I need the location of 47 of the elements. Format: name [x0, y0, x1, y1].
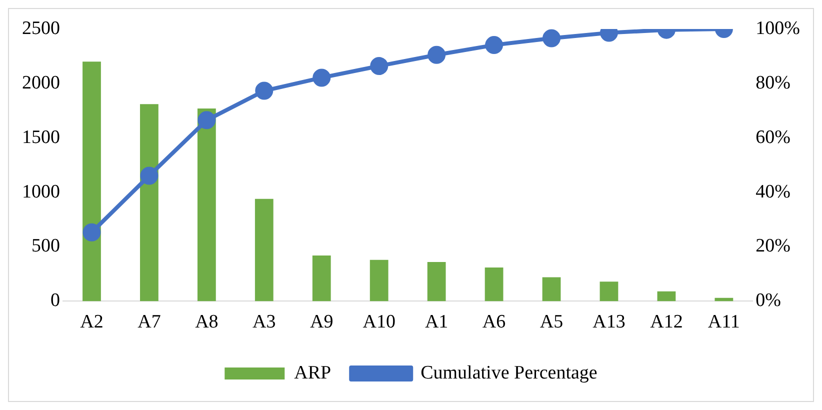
x-tick-label: A1	[424, 312, 448, 333]
bar	[600, 282, 618, 302]
y-tick-label: 2000	[22, 72, 60, 94]
x-tick-label: A2	[80, 312, 104, 333]
x-tick-label: A9	[310, 312, 334, 333]
x-tick-label: A3	[252, 312, 276, 333]
bar	[714, 298, 734, 302]
bar	[312, 255, 331, 302]
bar	[140, 104, 158, 302]
y2-tick-label: 0%	[756, 290, 782, 312]
y2-tick-label: 100%	[756, 18, 800, 39]
y-tick-label: 500	[32, 236, 60, 257]
point	[485, 36, 504, 54]
bar	[254, 198, 274, 302]
x-tick-label: A6	[482, 312, 506, 333]
x-tick-label: A11	[708, 312, 740, 333]
bar	[370, 260, 388, 302]
point	[542, 29, 561, 48]
point	[370, 57, 388, 76]
x-tick-label: A10	[362, 312, 396, 333]
point	[82, 223, 101, 242]
y-tick-label: 0	[50, 290, 60, 312]
legend-label: ARP	[294, 362, 332, 384]
y2-tick-label: 40%	[756, 181, 791, 202]
y2-tick-label: 60%	[756, 126, 791, 148]
bar	[484, 267, 504, 302]
x-tick-label: A8	[195, 312, 218, 333]
y-tick-label: 1000	[22, 181, 60, 202]
point	[140, 166, 158, 185]
point	[255, 82, 274, 100]
y-tick-label: 1500	[22, 126, 60, 148]
bar	[657, 291, 676, 302]
y2-tick-label: 20%	[756, 236, 791, 257]
x-tick-label: A12	[650, 312, 683, 333]
bar	[197, 108, 216, 302]
point	[312, 68, 331, 87]
x-tick-label: A7	[138, 312, 161, 333]
point	[198, 111, 216, 130]
point	[428, 46, 446, 64]
y2-tick-label: 80%	[756, 72, 791, 94]
bar	[542, 277, 561, 302]
x-tick-label: A13	[592, 312, 626, 333]
bar	[82, 62, 101, 302]
x-tick-label: A5	[540, 312, 564, 333]
y-tick-label: 2500	[22, 18, 60, 39]
bar	[427, 262, 446, 302]
legend-label: Cumulative Percentage	[420, 362, 598, 384]
